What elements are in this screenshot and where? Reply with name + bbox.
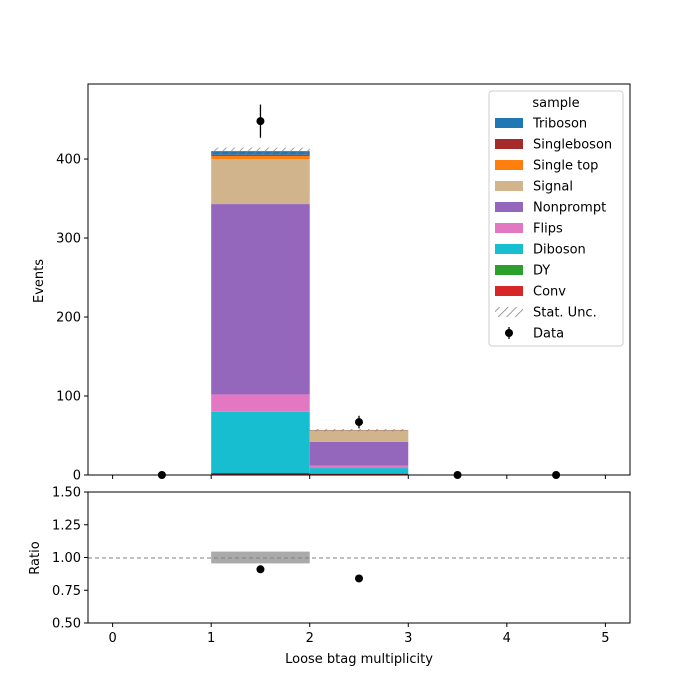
main-plot-frame [87, 83, 631, 476]
legend-swatch-singleboson [495, 139, 523, 149]
ratio-point-1 [355, 574, 363, 583]
bar-base-band-bin-2 [309, 473, 409, 475]
main-y-ticks: 0 100 200 300 400 [56, 153, 88, 484]
x-tick-label-5: 5 [601, 631, 609, 646]
y-tick-label-4: 400 [56, 153, 81, 168]
legend-title: sample [532, 96, 579, 111]
legend-swatch-signal [495, 181, 523, 191]
x-tick-label-0: 0 [108, 631, 116, 646]
legend-label-signal: Signal [533, 180, 573, 195]
bar-nonprompt-bin-1 [211, 204, 310, 395]
legend-label-dy: DY [533, 264, 550, 279]
bar-diboson-bin-2 [309, 468, 409, 475]
legend-swatch-flips [495, 223, 523, 233]
legend-swatch-triboson [495, 118, 523, 128]
legend-swatch-single-top [495, 160, 523, 170]
ratio-points [256, 565, 363, 583]
legend-label-flips: Flips [533, 222, 563, 237]
ratio-y-ticks: 0.50 0.75 1.00 1.25 1.50 [52, 486, 88, 632]
legend-label-diboson: Diboson [533, 243, 586, 258]
y-tick-label-3: 300 [56, 232, 81, 247]
y-tick-label-1: 100 [56, 390, 81, 405]
bar-signal-bin-1 [211, 159, 310, 205]
ratio-y-tick-label-0: 0.50 [52, 617, 81, 632]
legend-frame [488, 90, 624, 347]
legend-swatch-stat-unc [495, 307, 523, 317]
stat-unc-bin-1 [211, 147, 310, 155]
ratio-point-0 [256, 565, 265, 574]
x-tick-label-3: 3 [404, 631, 412, 646]
data-point-1 [256, 117, 265, 126]
ratio-unc-band-0 [211, 551, 310, 564]
legend-swatch-diboson [495, 244, 523, 254]
x-tick-label-1: 1 [207, 631, 215, 646]
bar-singleboson-bin-1 [211, 154, 310, 156]
ratio-band [211, 551, 310, 564]
x-tick-label-2: 2 [306, 631, 314, 646]
main-bars [211, 151, 409, 475]
ratio-y-axis-label: Ratio [28, 541, 43, 574]
bar-flips-bin-1 [211, 394, 310, 412]
ratio-x-ticks: 0 1 2 3 4 5 [108, 623, 610, 646]
stat-unc-band [211, 147, 409, 432]
ratio-y-tick-label-2: 1.00 [52, 551, 81, 566]
legend: sample Triboson Singleboson Single top Sign… [488, 90, 624, 347]
main-x-ticks [112, 475, 606, 479]
bar-signal-bin-2 [309, 430, 409, 442]
legend-swatch-dy [495, 265, 523, 275]
x-axis-label: Loose btag multiplicity [285, 652, 433, 667]
bar-diboson-bin-1 [211, 411, 310, 474]
bar-flips-bin-2 [309, 465, 409, 469]
bar-single-top-bin-1 [211, 155, 310, 160]
legend-label-conv: Conv [533, 285, 566, 300]
ratio-y-tick-label-3: 1.25 [52, 518, 81, 533]
ratio-plot-frame [87, 491, 631, 624]
legend-swatch-nonprompt [495, 202, 523, 212]
y-tick-label-0: 0 [73, 469, 81, 484]
bar-nonprompt-bin-2 [309, 441, 409, 466]
legend-items: Triboson Singleboson Single top Signal Nonpr… [495, 117, 612, 342]
ratio-y-tick-label-1: 0.75 [52, 584, 81, 599]
bar-base-band-bin-1 [211, 473, 310, 475]
ratio-y-tick-label-4: 1.50 [52, 486, 81, 501]
legend-label-stat-unc: Stat. Unc. [533, 306, 597, 321]
legend-label-single-top: Single top [533, 159, 598, 174]
legend-swatch-conv [495, 286, 523, 296]
legend-label-singleboson: Singleboson [533, 138, 612, 153]
legend-label-triboson: Triboson [532, 117, 587, 132]
y-axis-label: Events [32, 259, 47, 303]
data-point-2 [355, 418, 363, 427]
legend-marker-data [505, 329, 513, 337]
x-tick-label-4: 4 [503, 631, 511, 646]
legend-label-nonprompt: Nonprompt [533, 201, 606, 216]
y-tick-label-2: 200 [56, 311, 81, 326]
legend-label-data: Data [533, 327, 564, 342]
stat-unc-bin-2 [309, 428, 409, 432]
